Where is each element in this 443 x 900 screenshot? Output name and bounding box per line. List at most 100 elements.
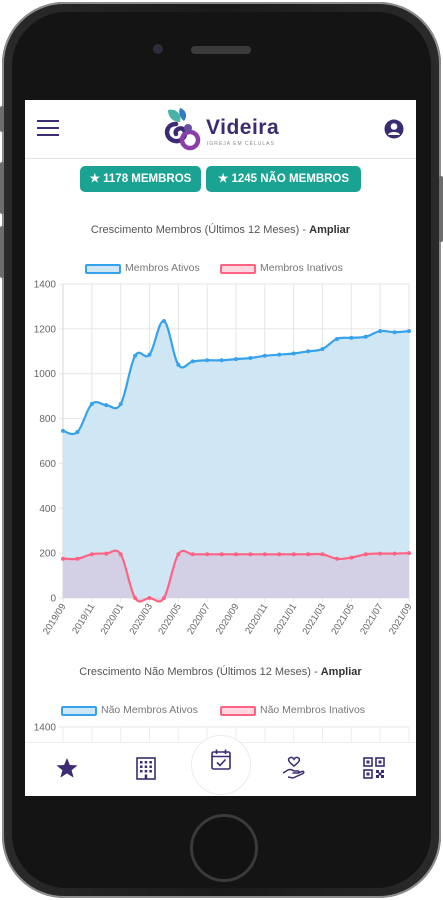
data-point (161, 319, 166, 324)
legend-non-members-active-label: Não Membros Ativos (101, 704, 198, 716)
legend-non-members-inactive[interactable]: Não Membros Inativos (220, 704, 365, 716)
app-name: Videira (206, 116, 280, 139)
x-tick-label: 2021/07 (358, 602, 386, 637)
data-point (363, 334, 368, 339)
series-area-1 (63, 550, 409, 602)
data-point (104, 551, 109, 556)
videira-logo-icon (164, 108, 201, 151)
data-point (219, 552, 224, 557)
mute-switch (0, 106, 4, 132)
x-tick-label: 2019/09 (41, 602, 69, 637)
data-point (176, 362, 181, 367)
front-camera (153, 44, 163, 54)
x-tick-label: 2021/03 (301, 602, 329, 637)
y-tick-label: 600 (39, 459, 56, 470)
data-point (306, 349, 311, 354)
building-icon[interactable] (131, 753, 161, 783)
volume-up-button (0, 162, 4, 214)
data-point (334, 336, 339, 341)
y-tick-label: 400 (39, 504, 56, 515)
x-tick-label: 2021/09 (387, 602, 415, 637)
members-chart-expand-link[interactable]: Ampliar (309, 224, 351, 236)
earpiece-speaker (191, 46, 251, 54)
data-point (234, 357, 238, 362)
data-point (219, 358, 224, 363)
data-point (320, 347, 325, 352)
legend-non-members-active[interactable]: Não Membros Ativos (61, 704, 198, 716)
data-point (176, 552, 181, 557)
data-point (291, 351, 296, 356)
data-point (277, 552, 282, 557)
data-point (75, 430, 80, 435)
series-area-0 (63, 320, 409, 598)
star-icon[interactable] (52, 753, 82, 783)
data-point (407, 551, 411, 556)
y-tick-label: 1400 (34, 723, 57, 734)
data-point (277, 352, 282, 357)
y-tick-label: 1000 (34, 369, 57, 380)
legend-swatch-inactive (220, 264, 256, 274)
data-point (133, 596, 138, 600)
top-bar: Videira IGREJA EM CÉLULAS (25, 100, 416, 159)
data-point (262, 353, 267, 358)
y-tick-label: 200 (39, 549, 56, 560)
summary-badges: ★ 1178 MEMBROS ★ 1245 NÃO MEMBROS (25, 166, 416, 192)
non-members-chart-title: Crescimento Não Membros (Últimos 12 Mese… (25, 666, 416, 678)
menu-icon[interactable] (37, 120, 59, 136)
x-tick-label: 2020/09 (214, 602, 242, 637)
data-point (190, 552, 195, 557)
non-members-chart-title-text: Crescimento Não Membros (Últimos 12 Mese… (79, 666, 321, 678)
x-tick-label: 2021/01 (272, 602, 300, 637)
data-point (378, 329, 383, 334)
legend-swatch-active (85, 264, 121, 274)
legend-members-inactive[interactable]: Membros Inativos (220, 262, 343, 274)
x-tick-label: 2021/05 (329, 602, 357, 637)
x-tick-label: 2020/11 (243, 602, 270, 636)
non-members-badge[interactable]: ★ 1245 NÃO MEMBROS (206, 166, 361, 192)
x-tick-label: 2020/07 (185, 602, 213, 637)
data-point (248, 356, 253, 361)
data-point (133, 353, 138, 358)
members-chart-title: Crescimento Membros (Últimos 12 Meses) -… (25, 224, 416, 236)
data-point (190, 359, 195, 364)
account-icon[interactable] (384, 119, 404, 139)
members-badge[interactable]: ★ 1178 MEMBROS (80, 166, 201, 192)
non-members-chart-expand-link[interactable]: Ampliar (320, 666, 362, 678)
data-point (205, 552, 210, 557)
home-button[interactable] (190, 814, 258, 882)
app-logo: Videira IGREJA EM CÉLULAS (162, 106, 282, 152)
data-point (104, 403, 109, 408)
y-tick-label: 1400 (34, 280, 57, 291)
y-tick-label: 0 (50, 594, 56, 605)
data-point (89, 552, 94, 557)
data-point (248, 552, 253, 557)
calendar-nav-button[interactable] (191, 735, 251, 795)
calendar-check-icon (211, 749, 231, 770)
hand-heart-icon[interactable] (279, 753, 309, 783)
legend-members-active-label: Membros Ativos (125, 262, 200, 274)
legend-non-members-inactive-label: Não Membros Inativos (260, 704, 366, 716)
legend-members-inactive-label: Membros Inativos (260, 262, 343, 274)
data-point (262, 552, 267, 557)
data-point (205, 358, 210, 363)
power-button (439, 176, 443, 242)
legend-members-active[interactable]: Membros Ativos (85, 262, 200, 274)
y-tick-label: 1200 (34, 324, 57, 335)
data-point (378, 551, 383, 556)
data-point (234, 552, 238, 557)
data-point (291, 552, 296, 557)
data-point (349, 335, 354, 340)
bottom-navigation (25, 735, 416, 796)
data-point (89, 401, 94, 406)
x-tick-label: 2020/05 (156, 602, 184, 637)
data-point (61, 428, 65, 433)
data-point (407, 329, 411, 334)
x-tick-label: 2020/01 (99, 602, 127, 637)
data-point (75, 556, 80, 561)
data-point (306, 552, 311, 557)
data-point (349, 555, 354, 560)
qr-code-icon[interactable] (359, 753, 389, 783)
data-point (334, 556, 339, 561)
x-tick-label: 2020/03 (128, 602, 156, 637)
